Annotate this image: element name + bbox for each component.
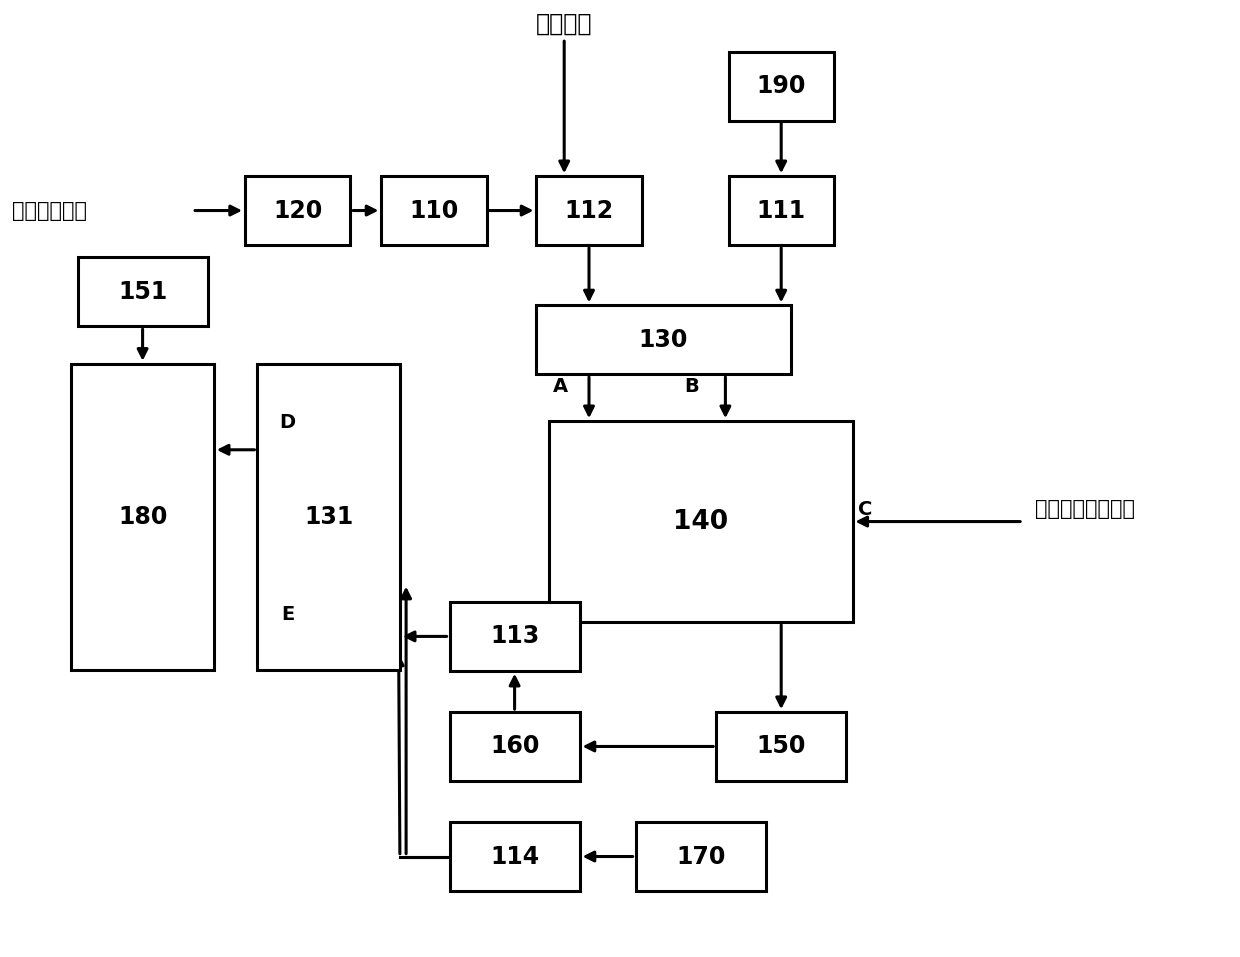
Bar (449, 712, 580, 781)
Text: 170: 170 (676, 844, 725, 869)
Text: 110: 110 (409, 198, 459, 223)
Text: 120: 120 (273, 198, 322, 223)
Text: D: D (279, 413, 296, 433)
Text: 二氯甲烷: 二氯甲烷 (536, 11, 593, 36)
Bar (536, 176, 642, 245)
Bar (537, 305, 791, 374)
Text: 130: 130 (639, 327, 688, 352)
Text: 112: 112 (564, 198, 614, 223)
Text: 111: 111 (756, 198, 806, 223)
Text: 113: 113 (490, 624, 539, 649)
Text: 醒酸或酸酒或甲酸: 醒酸或酸酒或甲酸 (1035, 500, 1136, 519)
Text: 151: 151 (118, 279, 167, 304)
Bar (258, 364, 399, 670)
Bar (635, 822, 766, 891)
Bar (77, 257, 207, 326)
Text: 131: 131 (304, 504, 353, 529)
Text: A: A (553, 377, 568, 396)
Bar (71, 364, 215, 670)
Text: 140: 140 (673, 508, 728, 535)
Text: 190: 190 (756, 74, 806, 99)
Bar (449, 602, 580, 671)
Text: 114: 114 (490, 844, 539, 869)
Bar (449, 822, 580, 891)
Text: C: C (858, 500, 873, 519)
Bar (729, 176, 833, 245)
Text: 150: 150 (756, 734, 806, 759)
Text: E: E (281, 605, 294, 624)
Bar (548, 421, 853, 622)
Bar (717, 712, 846, 781)
Text: B: B (684, 377, 699, 396)
Bar (382, 176, 486, 245)
Bar (729, 52, 833, 121)
Text: 180: 180 (118, 504, 167, 529)
Text: 160: 160 (490, 734, 539, 759)
Bar (244, 176, 350, 245)
Text: 氨基磺酸料包: 氨基磺酸料包 (12, 201, 87, 220)
